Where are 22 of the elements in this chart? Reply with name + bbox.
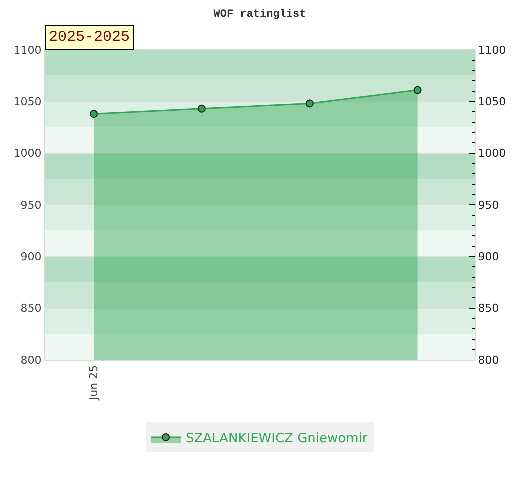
text: 2025-2025 <box>49 29 130 46</box>
y-tick-label: 1000 <box>14 147 42 160</box>
point <box>90 110 98 118</box>
y2-tick-label: 1100 <box>478 44 506 57</box>
y-tick-label: 900 <box>20 250 42 264</box>
y-tick-label: 950 <box>20 198 42 212</box>
point <box>414 86 422 94</box>
y2-tick-label: 1050 <box>478 96 506 109</box>
y2-tick-label: 850 <box>478 302 500 316</box>
point <box>306 100 314 108</box>
y2-tick-label: 1000 <box>478 147 506 160</box>
y-tick-label: 1050 <box>14 96 42 109</box>
y2-tick-label: 950 <box>478 198 500 212</box>
y-tick-label: 1100 <box>14 44 42 57</box>
x-tick-label: Jun 25 <box>88 365 101 402</box>
y-tick-label: 800 <box>20 354 42 367</box>
legend-label: SZALANKIEWICZ Gniewomir <box>186 432 368 447</box>
y-tick-label: 850 <box>20 302 42 316</box>
y2-tick-label: 900 <box>478 250 500 264</box>
chart-title: WOF ratinglist <box>214 8 306 21</box>
point <box>198 104 206 113</box>
y2-tick-label: 800 <box>478 354 500 367</box>
